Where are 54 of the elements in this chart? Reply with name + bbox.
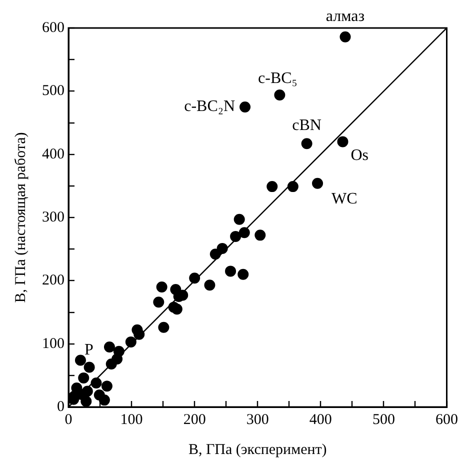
annotation: Os: [350, 146, 369, 164]
point: [74, 354, 86, 366]
point: [204, 280, 216, 291]
point: [340, 31, 351, 42]
x-tick-label: 200: [183, 412, 206, 428]
point: [230, 230, 242, 242]
point: [84, 362, 95, 373]
point: [98, 394, 110, 406]
point: [238, 227, 250, 238]
point: [210, 248, 221, 260]
x-tick-label: 600: [436, 412, 458, 428]
annotation: P: [84, 341, 94, 358]
point: [216, 242, 228, 254]
y-tick-label: 300: [42, 209, 64, 226]
point: [274, 89, 286, 100]
point: [240, 101, 251, 112]
point: [101, 380, 112, 392]
point: [158, 322, 170, 333]
point: [156, 281, 168, 292]
y-tick-label: 400: [42, 146, 64, 162]
point: [153, 296, 164, 308]
y-tick-label: 500: [42, 83, 64, 100]
point: [134, 328, 145, 340]
annotation: WC: [332, 190, 358, 208]
y-tick-label: 200: [42, 272, 64, 289]
point: [301, 138, 312, 150]
annotation: cBN: [292, 116, 322, 134]
x-tick-label: 500: [372, 412, 395, 428]
point: [90, 377, 102, 388]
point: [234, 214, 245, 225]
annotation: c-BC₅: [258, 70, 298, 88]
point: [106, 358, 117, 370]
x-tick-label: 100: [120, 412, 143, 428]
point: [287, 181, 298, 192]
point: [78, 372, 90, 384]
point: [312, 178, 324, 189]
x-axis-title: B, ГПа (эксперимент): [188, 442, 327, 458]
point: [171, 304, 182, 315]
point: [125, 336, 136, 348]
point: [104, 341, 115, 352]
x-tick-label: 300: [246, 412, 269, 428]
y-tick-label: 0: [57, 398, 64, 415]
annotation: алмаз: [326, 8, 365, 26]
point: [238, 268, 249, 280]
y-tick-label: 600: [42, 20, 64, 36]
x-tick-label: 400: [309, 412, 332, 428]
y-axis-title: B, ГПа (настоящая работа): [12, 132, 29, 303]
y-tick-label: 100: [42, 336, 64, 352]
point: [337, 136, 348, 148]
point: [254, 230, 266, 241]
point: [266, 181, 278, 192]
annotation: c-BC₂N: [184, 98, 236, 116]
point: [189, 272, 200, 284]
point: [225, 266, 236, 277]
